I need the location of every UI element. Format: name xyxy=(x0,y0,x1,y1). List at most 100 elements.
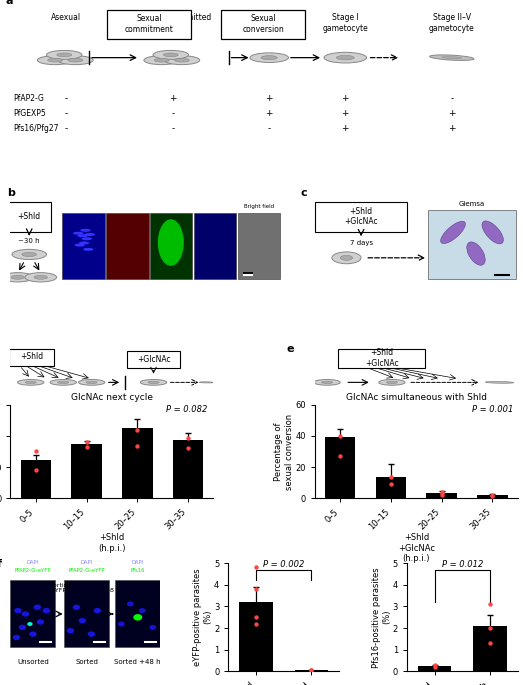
Circle shape xyxy=(148,381,159,384)
Circle shape xyxy=(48,58,63,62)
Point xyxy=(430,660,439,671)
Circle shape xyxy=(79,242,89,245)
Text: PfGEXP5: PfGEXP5 xyxy=(13,109,46,118)
Text: PfAP2-G: PfAP2-G xyxy=(13,94,44,103)
FancyBboxPatch shape xyxy=(9,349,54,366)
Circle shape xyxy=(66,628,74,634)
Point xyxy=(307,664,315,675)
Point xyxy=(307,664,315,675)
Circle shape xyxy=(379,379,405,385)
Y-axis label: Percentage of
sexual conversion: Percentage of sexual conversion xyxy=(275,414,294,490)
Point xyxy=(133,425,141,436)
Bar xyxy=(150,213,192,279)
Circle shape xyxy=(77,234,88,237)
Text: Sexually committed: Sexually committed xyxy=(135,13,211,22)
Point xyxy=(438,489,446,500)
Circle shape xyxy=(58,55,93,64)
Point xyxy=(32,445,40,456)
Text: -: - xyxy=(65,124,68,134)
Text: c: c xyxy=(301,188,307,198)
Text: -: - xyxy=(65,109,68,118)
Circle shape xyxy=(386,381,397,384)
Text: 48 h: 48 h xyxy=(106,588,120,593)
Circle shape xyxy=(73,232,84,235)
Circle shape xyxy=(73,605,80,610)
Point xyxy=(438,488,446,499)
Bar xyxy=(418,666,451,671)
Bar xyxy=(295,670,328,671)
Text: P = 0.012: P = 0.012 xyxy=(442,560,483,569)
Circle shape xyxy=(21,611,29,616)
Text: Sorted: Sorted xyxy=(75,659,98,665)
Circle shape xyxy=(127,601,134,606)
Circle shape xyxy=(29,632,37,637)
Bar xyxy=(325,438,356,499)
Ellipse shape xyxy=(440,221,465,244)
Bar xyxy=(477,495,508,499)
Point xyxy=(252,584,260,595)
Circle shape xyxy=(11,275,25,279)
Text: +: + xyxy=(448,124,456,134)
Text: Bright field: Bright field xyxy=(244,203,274,209)
Circle shape xyxy=(83,248,94,251)
Text: -: - xyxy=(171,109,175,118)
Point xyxy=(252,612,260,623)
Text: Stage I
gametocyte: Stage I gametocyte xyxy=(322,13,368,33)
Title: GlcNAc simultaneous with Shld: GlcNAc simultaneous with Shld xyxy=(346,393,487,402)
Point xyxy=(486,599,494,610)
Text: +: + xyxy=(342,109,349,118)
Circle shape xyxy=(149,625,156,630)
Text: -: - xyxy=(171,124,175,134)
Circle shape xyxy=(164,55,200,64)
Point xyxy=(486,638,494,649)
Bar xyxy=(64,580,109,647)
Circle shape xyxy=(336,55,354,60)
Circle shape xyxy=(85,233,95,236)
Circle shape xyxy=(43,608,50,613)
Ellipse shape xyxy=(482,221,504,244)
Circle shape xyxy=(340,256,353,260)
Circle shape xyxy=(250,53,289,62)
FancyBboxPatch shape xyxy=(7,202,51,232)
Text: Pfs16/Pfg27: Pfs16/Pfg27 xyxy=(13,124,59,134)
Circle shape xyxy=(154,58,169,62)
Circle shape xyxy=(57,53,72,57)
Ellipse shape xyxy=(467,242,485,265)
Bar xyxy=(71,445,102,499)
Text: Sexual
commitment: Sexual commitment xyxy=(124,14,174,34)
Point xyxy=(336,451,345,462)
Text: DAPI: DAPI xyxy=(77,203,90,209)
Point xyxy=(438,486,446,497)
Circle shape xyxy=(163,53,178,57)
Point xyxy=(82,436,91,447)
Ellipse shape xyxy=(442,56,462,59)
Text: +: + xyxy=(342,94,349,103)
Circle shape xyxy=(80,229,90,232)
Text: DAPI: DAPI xyxy=(132,560,144,565)
Bar xyxy=(194,213,236,279)
Bar xyxy=(173,440,203,499)
Circle shape xyxy=(78,379,105,385)
Text: Pfs16: Pfs16 xyxy=(131,568,145,573)
Circle shape xyxy=(261,55,277,60)
Ellipse shape xyxy=(199,382,213,383)
Circle shape xyxy=(322,381,333,384)
Text: -: - xyxy=(268,124,271,134)
Circle shape xyxy=(37,619,44,625)
Point xyxy=(184,433,192,444)
Text: a: a xyxy=(5,0,13,5)
Text: 7 days: 7 days xyxy=(349,240,373,246)
Bar xyxy=(428,210,516,279)
Text: PfAP2-G–eYFP: PfAP2-G–eYFP xyxy=(15,568,51,573)
Text: +: + xyxy=(266,109,273,118)
Circle shape xyxy=(133,614,142,621)
X-axis label: +Shld
(h.p.i.): +Shld (h.p.i.) xyxy=(98,533,126,553)
Circle shape xyxy=(175,58,189,62)
Point xyxy=(387,471,395,482)
Title: GlcNAc next cycle: GlcNAc next cycle xyxy=(71,393,153,402)
Ellipse shape xyxy=(485,382,514,384)
Text: Sorted +48 h: Sorted +48 h xyxy=(115,659,161,665)
Text: P = 0.002: P = 0.002 xyxy=(263,560,304,569)
Point xyxy=(252,562,260,573)
Text: +Shld: +Shld xyxy=(20,352,43,361)
